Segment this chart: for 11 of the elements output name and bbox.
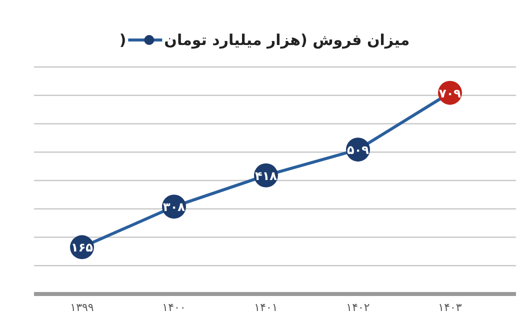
data-label: ۱۶۵	[71, 240, 93, 255]
data-label: ۵۰۹	[347, 143, 370, 158]
data-label: ۴۱۸	[255, 168, 278, 183]
x-tick-label: ۱۴۰۰	[162, 301, 186, 314]
x-tick-label: ۱۴۰۳	[438, 301, 462, 314]
x-tick-label: ۱۴۰۱	[254, 301, 278, 314]
x-tick-label: ۱۴۰۲	[346, 301, 370, 314]
chart-title: میزان فروش (هزار میلیارد تومان )	[119, 31, 410, 49]
data-label: ۳۰۸	[163, 200, 186, 214]
x-tick-label: ۱۳۹۹	[70, 301, 94, 314]
data-label: ۷۰۹	[439, 86, 462, 100]
